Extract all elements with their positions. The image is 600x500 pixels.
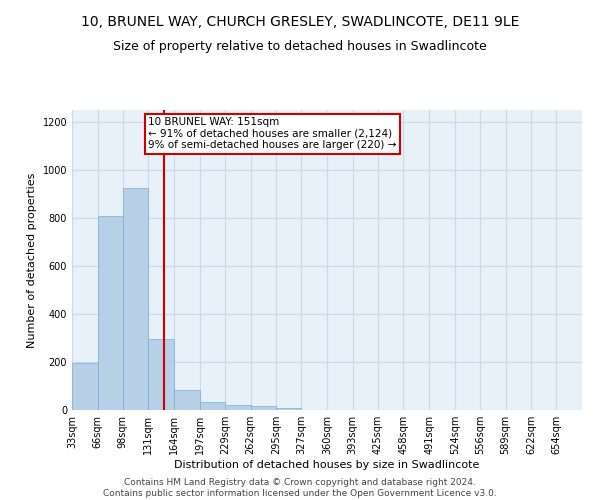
X-axis label: Distribution of detached houses by size in Swadlincote: Distribution of detached houses by size … — [175, 460, 479, 470]
Bar — [72, 363, 98, 410]
Bar — [277, 408, 301, 410]
Bar — [122, 188, 148, 410]
Text: Size of property relative to detached houses in Swadlincote: Size of property relative to detached ho… — [113, 40, 487, 53]
Bar — [251, 406, 277, 410]
Bar — [98, 216, 122, 410]
Bar — [225, 405, 251, 410]
Text: 10 BRUNEL WAY: 151sqm
← 91% of detached houses are smaller (2,124)
9% of semi-de: 10 BRUNEL WAY: 151sqm ← 91% of detached … — [148, 117, 397, 150]
Text: 10, BRUNEL WAY, CHURCH GRESLEY, SWADLINCOTE, DE11 9LE: 10, BRUNEL WAY, CHURCH GRESLEY, SWADLINC… — [81, 15, 519, 29]
Text: Contains HM Land Registry data © Crown copyright and database right 2024.
Contai: Contains HM Land Registry data © Crown c… — [103, 478, 497, 498]
Y-axis label: Number of detached properties: Number of detached properties — [27, 172, 37, 348]
Bar — [200, 402, 225, 410]
Bar — [148, 339, 174, 410]
Bar — [174, 390, 200, 410]
